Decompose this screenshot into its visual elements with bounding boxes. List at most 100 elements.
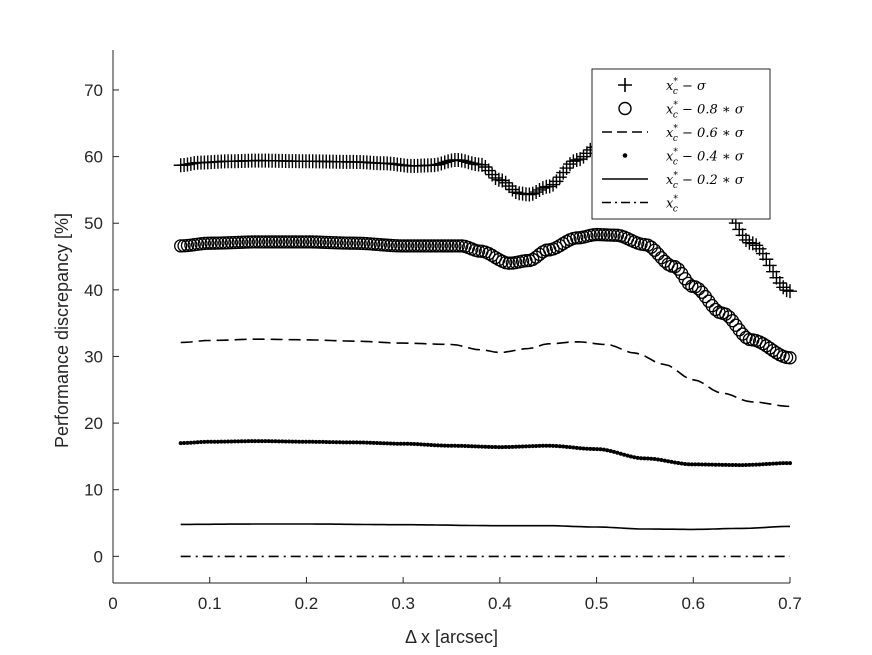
series-dot-marker xyxy=(737,463,742,468)
series-plus-marker xyxy=(508,185,523,200)
series-dot-marker xyxy=(601,447,606,452)
x-tick-label: 0.1 xyxy=(198,594,222,613)
series-dot-marker xyxy=(693,462,698,467)
series-dot-marker xyxy=(266,439,271,444)
series-dot-marker xyxy=(452,443,457,448)
series-dot-marker xyxy=(236,439,241,444)
series-dot-marker xyxy=(777,461,782,466)
series-plus-marker xyxy=(576,149,591,164)
series-circle-marker xyxy=(245,235,259,249)
y-axis-label: Performance discrepancy [%] xyxy=(52,213,72,448)
series-circle-marker xyxy=(441,239,455,253)
series-circle-marker xyxy=(326,235,340,250)
series-circle-marker xyxy=(366,237,381,251)
series-dot-marker xyxy=(544,443,549,448)
legend-entry: x* c − 0.6 ∗ σ xyxy=(602,124,745,144)
series-plus-marker xyxy=(749,238,764,253)
series-dot-marker xyxy=(219,439,224,444)
series-dashed-line xyxy=(180,338,791,408)
series-dot-marker xyxy=(733,463,738,468)
series-circle-marker xyxy=(471,244,486,258)
series-circle-marker xyxy=(211,236,225,250)
series-dot-marker xyxy=(740,463,745,468)
series-dot-marker xyxy=(655,457,660,462)
series-circle-marker xyxy=(451,239,465,253)
series-dot-marker xyxy=(324,439,329,444)
series-dot-marker xyxy=(496,445,501,450)
series-circle-marker xyxy=(333,236,347,250)
series-dot-marker xyxy=(263,439,268,444)
series-circle-marker xyxy=(285,235,300,249)
series-plus-marker xyxy=(474,157,489,172)
x-tick-label: 0.3 xyxy=(391,594,415,613)
series-circle-marker xyxy=(644,240,658,254)
series-dot-marker xyxy=(652,457,657,462)
series-circle-marker xyxy=(214,236,228,250)
series-circle-marker xyxy=(353,236,367,250)
series-plus-marker xyxy=(437,155,452,170)
series-dot-marker xyxy=(588,446,593,451)
series-dot-marker xyxy=(405,441,410,446)
series-circle-marker xyxy=(485,248,499,263)
x-tick-label: 0 xyxy=(108,594,117,613)
legend: x* c − σ x* c − 0.8 ∗ σ x* c − 0.6 ∗ σ x* c − 0… xyxy=(591,68,771,220)
legend-box xyxy=(591,68,771,220)
series-circle-marker xyxy=(346,236,360,250)
y-tick-label: 40 xyxy=(84,281,103,300)
series-circle-marker xyxy=(668,260,682,274)
series-circle-marker xyxy=(404,239,418,253)
series-circle xyxy=(174,227,797,365)
series-dot-marker xyxy=(310,439,315,444)
series-dot-marker xyxy=(628,454,633,459)
series-circle-marker xyxy=(759,339,773,353)
series-dot-marker xyxy=(598,447,603,452)
series-plus-marker xyxy=(481,163,496,178)
series-circle-marker xyxy=(424,239,438,253)
series-dot-marker xyxy=(185,440,190,445)
series-circle-marker xyxy=(553,239,567,253)
series-dot-marker xyxy=(259,439,264,444)
series-dot-marker xyxy=(314,439,319,444)
series-dot-marker xyxy=(371,440,376,445)
series-circle-marker xyxy=(251,235,266,249)
series-circle-marker xyxy=(570,231,584,245)
series-dot-marker xyxy=(398,441,403,446)
series-dot-marker xyxy=(632,455,637,460)
legend-dot-icon xyxy=(622,153,628,158)
series-circle-marker xyxy=(306,235,320,249)
series-circle-marker xyxy=(763,341,777,355)
x-tick-label: 0.6 xyxy=(681,594,705,613)
series-dot-marker xyxy=(439,443,444,448)
series-plus-marker xyxy=(566,154,581,169)
series-circle-marker xyxy=(702,294,716,308)
series-dot-marker xyxy=(432,443,437,448)
series-dot-marker xyxy=(337,440,342,445)
series-dot-marker xyxy=(188,440,193,445)
legend-plus-icon xyxy=(618,78,632,92)
series-dot-marker xyxy=(676,461,681,466)
series-circle-marker xyxy=(698,289,713,304)
series-circle-marker xyxy=(783,351,797,365)
series-plus-marker xyxy=(498,175,513,190)
series-plus-marker xyxy=(430,157,445,172)
series-dot-marker xyxy=(479,444,484,449)
series-dot-marker xyxy=(591,447,596,452)
series-dot-marker xyxy=(699,462,704,467)
legend-entry: x* c − σ xyxy=(618,77,707,97)
legend-entry: x* c − 0.2 ∗ σ xyxy=(602,171,745,191)
series-dot-marker xyxy=(703,462,708,467)
series-plus-marker xyxy=(573,152,588,167)
series-dot-marker xyxy=(574,445,579,450)
series-dot-marker xyxy=(293,439,298,444)
series-plus-marker xyxy=(776,280,791,295)
legend-label: x* c − σ xyxy=(666,77,707,97)
series-circle-marker xyxy=(258,235,272,249)
series-circle-marker xyxy=(722,310,736,324)
series-dot-marker xyxy=(205,439,210,444)
axes: 0 0.1 0.2 0.3 0.4 0.5 0.6 0.7 0 10 20 30 40 50 60 70 Δ x… xyxy=(52,50,802,647)
series-dot-marker xyxy=(375,441,380,446)
series-dot-marker xyxy=(391,441,396,446)
series-circle-marker xyxy=(549,240,564,255)
series-dot-marker xyxy=(463,444,468,449)
